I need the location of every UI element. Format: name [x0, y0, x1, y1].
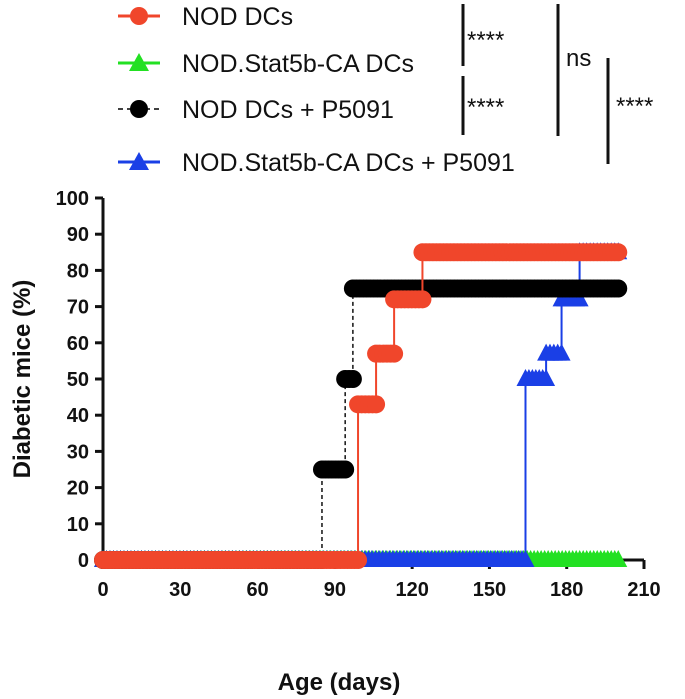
data-point: [336, 460, 355, 479]
y-tick-label: 30: [67, 441, 89, 463]
y-tick-label: 20: [67, 478, 89, 500]
data-point: [343, 370, 362, 388]
legend-entry-stat5b: NOD.Stat5b-CA DCs: [118, 50, 414, 78]
x-axis-title: Age (days): [278, 669, 401, 696]
y-tick-label: 0: [78, 550, 89, 572]
y-tick-label: 10: [67, 514, 89, 536]
legend-marker-nod-dcs: [130, 7, 148, 25]
x-tick-label: 180: [550, 579, 583, 601]
legend-label-nod-dcs: NOD DCs: [182, 3, 293, 31]
data-point: [413, 290, 432, 309]
data-point: [349, 551, 368, 569]
series-nod-dcs-p5091: [94, 279, 628, 569]
legend-entry-stat5b-p5091: NOD.Stat5b-CA DCs + P5091: [118, 149, 515, 177]
x-tick-label: 60: [246, 579, 268, 601]
y-tick-label: 60: [67, 333, 89, 355]
legend-marker-stat5b-p5091: [129, 152, 149, 170]
legend-label-nod-p5091: NOD DCs + P5091: [182, 96, 394, 124]
y-tick-label: 80: [67, 260, 89, 282]
legend: NOD DCs NOD.Stat5b-CA DCs NOD DCs + P509…: [118, 3, 515, 177]
significance-label-3: ns: [566, 45, 591, 72]
x-tick-label: 0: [97, 579, 108, 601]
legend-label-stat5b: NOD.Stat5b-CA DCs: [182, 50, 414, 78]
x-tick-label: 30: [169, 579, 191, 601]
legend-marker-nod-p5091: [130, 100, 148, 118]
data-point: [537, 369, 556, 386]
x-tick-label: 150: [473, 579, 506, 601]
x-tick-label: 210: [627, 579, 660, 601]
series-nod-dcs: [94, 243, 628, 569]
x-tick-label: 90: [324, 579, 346, 601]
significance-label-2: ****: [467, 94, 504, 121]
series-layer: [94, 242, 628, 569]
y-tick-label: 90: [67, 224, 89, 246]
significance-label-4: ****: [616, 93, 653, 120]
significance-label-1: ****: [467, 27, 504, 54]
data-point: [385, 344, 404, 363]
legend-entry-nod-dcs: NOD DCs: [118, 3, 293, 31]
data-point: [609, 243, 628, 262]
legend-label-stat5b-p5091: NOD.Stat5b-CA DCs + P5091: [182, 149, 515, 177]
legend-entry-nod-p5091: NOD DCs + P5091: [118, 96, 394, 124]
data-point: [552, 343, 571, 361]
significance-annotations: **** **** ns ****: [461, 4, 653, 164]
data-point: [609, 550, 628, 567]
series-line: [103, 287, 619, 561]
data-point: [570, 289, 589, 307]
y-tick-label: 50: [67, 369, 89, 391]
data-point: [516, 550, 535, 567]
x-tick-label: 120: [395, 579, 428, 601]
y-tick-label: 40: [67, 405, 89, 427]
y-axis-title: Diabetic mice (%): [9, 280, 36, 479]
legend-marker-stat5b: [129, 53, 149, 71]
data-point: [609, 279, 628, 298]
y-tick-label: 70: [67, 297, 89, 319]
data-point: [367, 395, 386, 414]
y-tick-label: 100: [56, 188, 89, 210]
